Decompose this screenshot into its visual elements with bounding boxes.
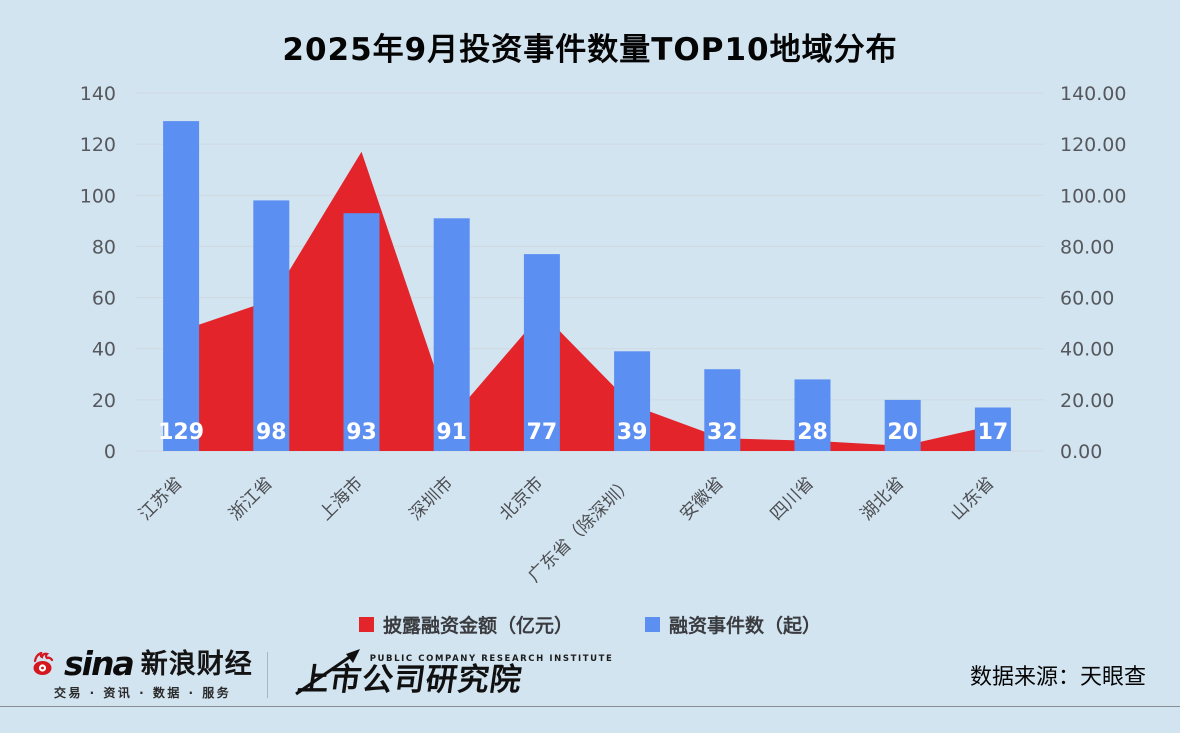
bar-value-label: 93	[346, 420, 377, 445]
pcri-logo: PUBLIC COMPANY RESEARCH INSTITUTE 上市公司研究…	[284, 648, 614, 698]
sina-tagline: 交易 · 资讯 · 数据 · 服务	[54, 686, 232, 701]
combo-chart: 0 20 40 60 80 100 120 140 0.00 20.00 40.00 60.00 80.…	[80, 83, 1127, 587]
sina-wordmark: sina	[64, 643, 135, 683]
area-series-financing-amount	[181, 151, 993, 452]
bar-value-label: 17	[978, 420, 1009, 445]
bar-value-label: 28	[797, 420, 828, 445]
right-axis-tick-label: 0.00	[1060, 441, 1102, 463]
right-axis-tick-label: 20.00	[1060, 390, 1114, 412]
right-axis-tick-label: 40.00	[1060, 339, 1114, 361]
left-axis-tick-label: 100	[80, 185, 116, 207]
left-axis-tick-label: 120	[80, 134, 116, 156]
bar-segment	[884, 399, 921, 451]
right-axis-tick-label: 140.00	[1060, 83, 1126, 105]
bar-segment	[614, 351, 651, 451]
left-axis-tick-label: 140	[80, 83, 116, 105]
right-axis-tick-label: 80.00	[1060, 236, 1114, 258]
count-series-swatch	[645, 617, 660, 632]
bar-value-label: 20	[887, 420, 918, 445]
x-category-label: 北京市	[496, 473, 547, 524]
x-category-label: 江苏省	[135, 473, 186, 524]
bar-segment	[523, 254, 560, 451]
x-category-label: 安徽省	[677, 473, 728, 524]
chart-title: 2025年9月投资事件数量TOP10地域分布	[282, 32, 898, 68]
x-category-label: 山东省	[947, 473, 998, 524]
rising-arrow-icon	[294, 648, 360, 695]
left-axis-tick-labels: 0 20 40 60 80 100 120 140	[80, 83, 116, 463]
x-category-label: 浙江省	[226, 473, 277, 524]
bar-segment	[163, 121, 200, 451]
footer: sina 新浪财经 交易 · 资讯 · 数据 · 服务 PUBLIC COMPA…	[0, 645, 1180, 705]
bar-segment	[343, 213, 380, 451]
footer-logo-divider	[266, 652, 268, 698]
bar-value-label: 98	[256, 420, 287, 445]
data-source-label: 数据来源：天眼查	[969, 665, 1146, 690]
left-axis-tick-label: 60	[92, 288, 116, 310]
bar-value-label: 91	[436, 420, 467, 445]
count-series-label: 融资事件数（起）	[669, 615, 822, 637]
bar-value-label: 32	[707, 420, 738, 445]
bar-series-event-count	[163, 121, 1011, 451]
bar-segment	[253, 200, 290, 451]
chart-legend: 披露融资金额（亿元） 融资事件数（起）	[0, 611, 1180, 638]
footer-divider-line	[0, 706, 1180, 707]
x-category-label: 深圳市	[406, 473, 457, 524]
sina-finance-logo: sina 新浪财经 交易 · 资讯 · 数据 · 服务	[30, 643, 253, 702]
x-category-label: 四川省	[767, 473, 818, 524]
bar-segment	[794, 379, 831, 451]
x-category-label: 湖北省	[857, 473, 908, 524]
right-axis-tick-label: 60.00	[1060, 288, 1114, 310]
bar-segment	[974, 407, 1011, 451]
pcri-english-name: PUBLIC COMPANY RESEARCH INSTITUTE	[369, 653, 614, 664]
right-axis-tick-label: 120.00	[1060, 134, 1126, 156]
left-axis-tick-label: 40	[92, 339, 116, 361]
amount-series-swatch	[358, 617, 374, 632]
sina-finance-name: 新浪财经	[140, 649, 253, 681]
bar-value-labels: 129 98 93 91 77 39 32 28 20 17	[158, 420, 1008, 445]
left-axis-tick-label: 20	[92, 390, 116, 412]
bar-value-label: 77	[527, 420, 558, 445]
sina-eye-icon	[33, 652, 54, 676]
bar-segment	[704, 369, 741, 451]
amount-series-label: 披露融资金额（亿元）	[382, 615, 573, 637]
bar-segment	[433, 218, 470, 451]
left-axis-tick-label: 0	[104, 441, 116, 463]
legend-item-count: 融资事件数（起）	[645, 611, 821, 638]
legend-item-amount: 披露融资金额（亿元）	[358, 611, 573, 638]
x-category-label: 上海市	[316, 473, 367, 524]
bar-value-label: 129	[158, 420, 204, 445]
right-axis-tick-label: 100.00	[1060, 185, 1126, 207]
right-axis-tick-labels: 0.00 20.00 40.00 60.00 80.00 100.00 120.00 140.…	[1060, 83, 1126, 463]
bar-value-label: 39	[617, 420, 648, 445]
pcri-chinese-name: 上市公司研究院	[295, 661, 525, 698]
sina-logo-row: sina 新浪财经	[30, 643, 253, 683]
left-axis-tick-label: 80	[92, 236, 116, 258]
